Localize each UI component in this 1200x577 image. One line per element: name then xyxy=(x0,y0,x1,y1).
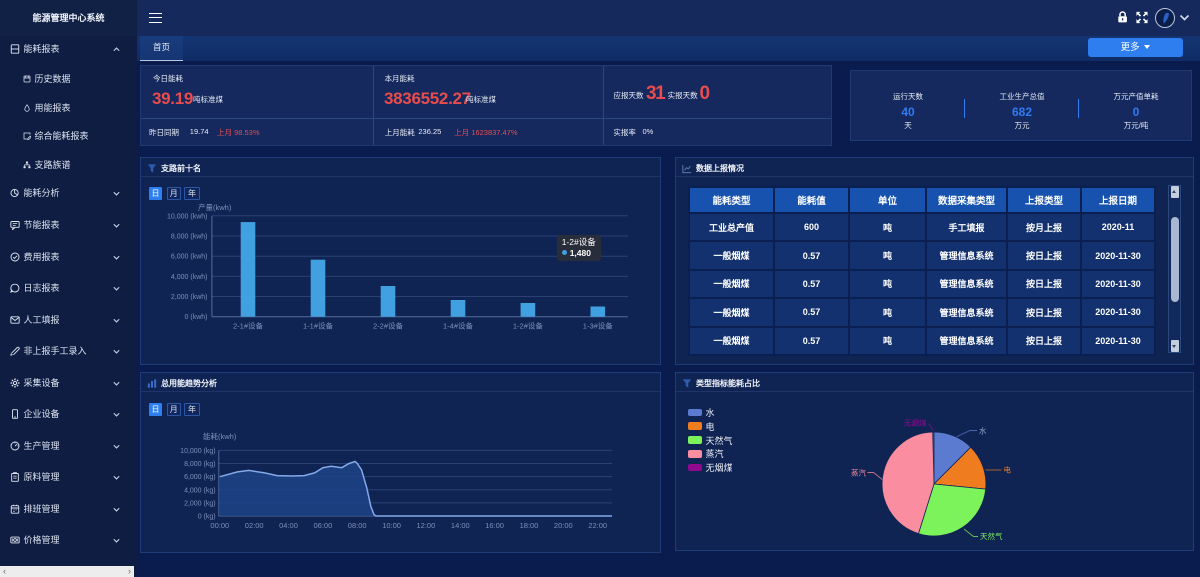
svg-text:6,000 (kg): 6,000 (kg) xyxy=(184,474,216,481)
svg-text:2-2#设备: 2-2#设备 xyxy=(373,321,404,331)
svg-text:10:00: 10:00 xyxy=(382,521,401,530)
svg-text:4,000 (kg): 4,000 (kg) xyxy=(184,487,216,494)
svg-text:16:00: 16:00 xyxy=(485,521,504,530)
svg-text:1-3#设备: 1-3#设备 xyxy=(583,321,614,331)
svg-text:1-2#设备: 1-2#设备 xyxy=(513,321,544,331)
svg-text:电: 电 xyxy=(1004,464,1012,474)
svg-text:天然气: 天然气 xyxy=(980,531,1003,541)
svg-text:14:00: 14:00 xyxy=(451,521,470,530)
svg-text:能耗(kwh): 能耗(kwh) xyxy=(203,431,237,441)
svg-text:1-1#设备: 1-1#设备 xyxy=(303,321,334,331)
svg-text:20:00: 20:00 xyxy=(554,521,573,530)
svg-text:08:00: 08:00 xyxy=(348,521,367,530)
svg-text:00:00: 00:00 xyxy=(210,521,229,530)
svg-text:06:00: 06:00 xyxy=(314,521,333,530)
svg-text:2-1#设备: 2-1#设备 xyxy=(233,321,264,331)
svg-text:无烟煤: 无烟煤 xyxy=(904,418,927,428)
svg-text:18:00: 18:00 xyxy=(520,521,539,530)
svg-text:12:00: 12:00 xyxy=(417,521,436,530)
svg-text:2,000 (kwh): 2,000 (kwh) xyxy=(171,294,208,301)
svg-text:蒸汽: 蒸汽 xyxy=(851,467,866,477)
svg-text:4,000 (kwh): 4,000 (kwh) xyxy=(171,274,208,281)
svg-text:水: 水 xyxy=(979,425,987,435)
svg-text:8,000 (kg): 8,000 (kg) xyxy=(184,461,216,468)
svg-text:8,000 (kwh): 8,000 (kwh) xyxy=(171,234,208,241)
svg-text:0 (kwh): 0 (kwh) xyxy=(185,314,208,321)
svg-text:10,000 (kg): 10,000 (kg) xyxy=(180,448,215,455)
svg-text:6,000 (kwh): 6,000 (kwh) xyxy=(171,254,208,261)
svg-text:02:00: 02:00 xyxy=(245,521,264,530)
svg-text:2,000 (kg): 2,000 (kg) xyxy=(184,500,216,507)
svg-text:产量(kwh): 产量(kwh) xyxy=(198,202,232,212)
svg-text:04:00: 04:00 xyxy=(279,521,298,530)
svg-text:10,000 (kwh): 10,000 (kwh) xyxy=(167,213,207,220)
svg-text:22:00: 22:00 xyxy=(588,521,607,530)
svg-text:0 (kg): 0 (kg) xyxy=(198,514,216,521)
svg-text:1-4#设备: 1-4#设备 xyxy=(443,321,474,331)
